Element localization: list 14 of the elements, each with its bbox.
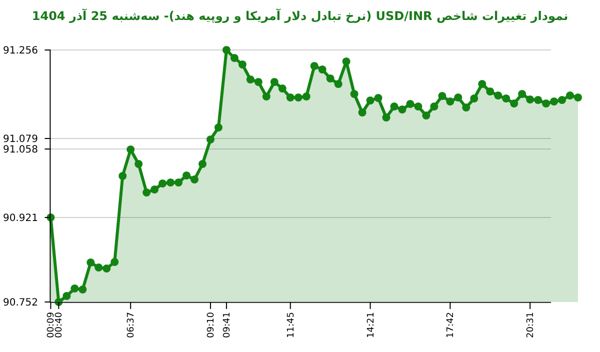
x-tick-label: 09:10 xyxy=(206,312,216,338)
y-tick-label: 90.752 xyxy=(3,298,38,308)
x-tick-label: 14:21 xyxy=(366,312,376,338)
x-tick-label: 11:45 xyxy=(286,312,296,338)
y-tick-label: 90.921 xyxy=(3,213,38,224)
x-tick-label: 00:40 xyxy=(54,312,65,338)
x-tick-label: 20:31 xyxy=(526,312,536,338)
y-tick-label: 91.256 xyxy=(3,46,38,56)
x-tick-label: 06:37 xyxy=(126,312,137,338)
y-tick-label: 91.079 xyxy=(3,134,38,145)
x-tick-label: 17:42 xyxy=(446,312,456,338)
y-tick-label: 91.058 xyxy=(3,144,38,156)
chart-title: نمودار تغییرات شاخص USD/INR (نرخ تبادل دلار آمریکا و روپیه هند)- سه‌شنبه 25 آذر 1404 xyxy=(32,8,568,23)
x-tick-label: 09:41 xyxy=(222,312,232,338)
